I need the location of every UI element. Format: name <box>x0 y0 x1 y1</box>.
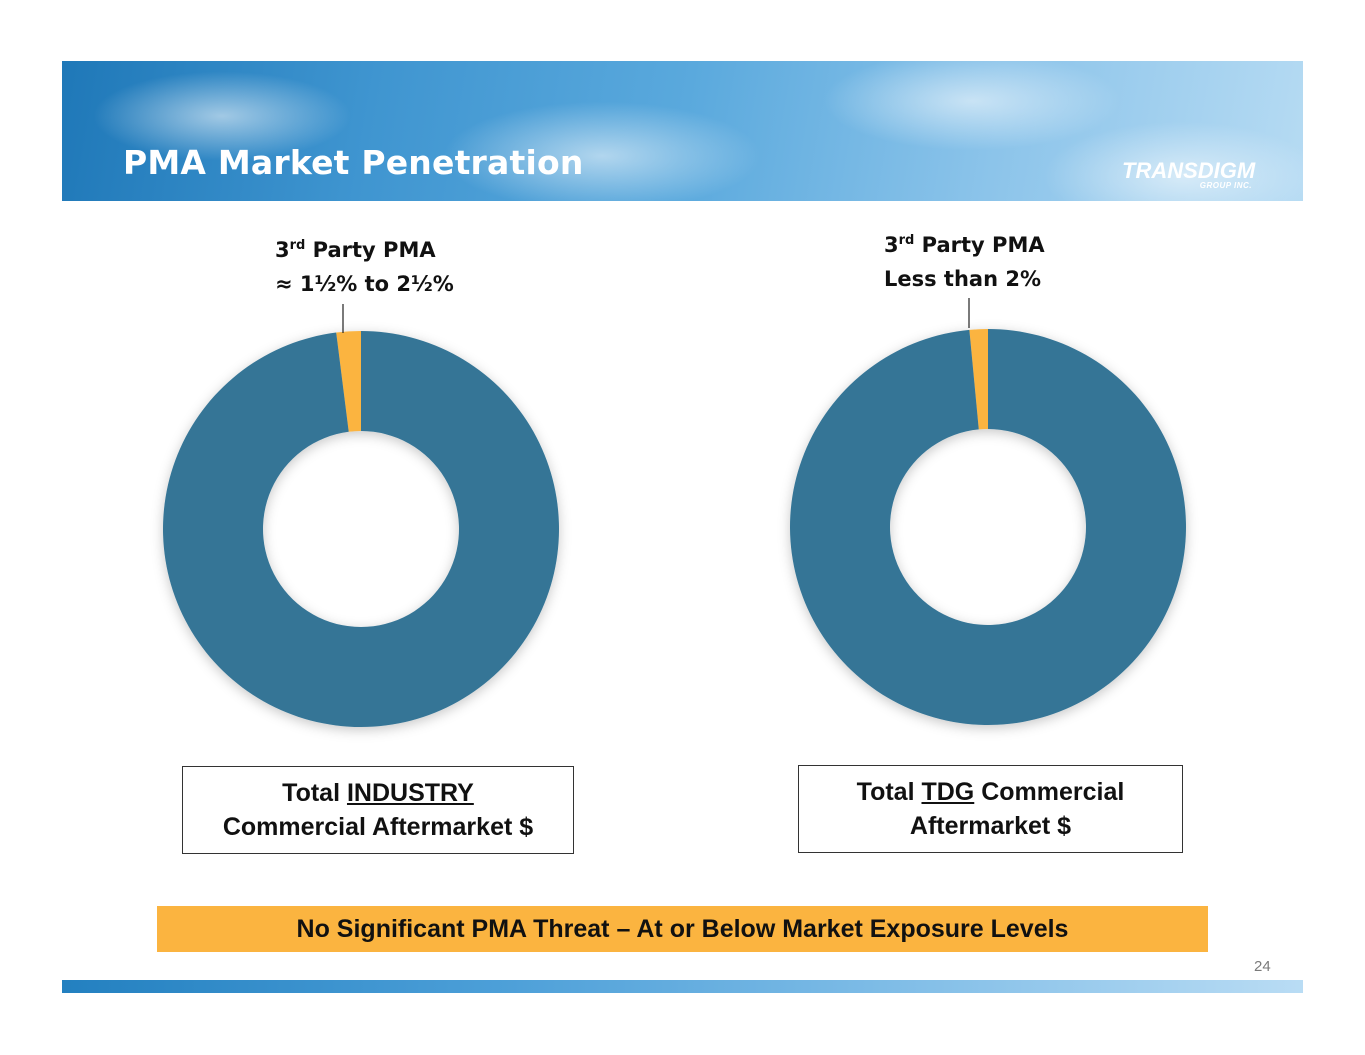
tdg-annotation-line2: Less than 2% <box>884 267 1042 291</box>
tdg-pma-annotation: 3rd Party PMA Less than 2% <box>884 228 1045 296</box>
industry-slice-3rd-party-pma <box>336 331 361 432</box>
company-logo: TRANSDIGM GROUP INC. <box>1122 158 1262 194</box>
tdg-chart-caption: Total TDG Commercial Aftermarket $ <box>798 765 1183 853</box>
industry-slice-other <box>163 331 560 728</box>
key-takeaway-banner: No Significant PMA Threat – At or Below … <box>157 906 1208 952</box>
tdg-slice-3rd-party-pma <box>969 329 988 430</box>
header-banner <box>62 61 1303 201</box>
cloud-decoration <box>822 61 1122 151</box>
industry-pma-annotation: 3rd Party PMA ≈ 1½% to 2½% <box>275 233 454 301</box>
logo-subtitle: GROUP INC. <box>1199 181 1252 190</box>
key-takeaway-text: No Significant PMA Threat – At or Below … <box>296 914 1069 943</box>
tdg-emphasis: TDG <box>921 778 975 806</box>
tdg-slice-other <box>789 329 1186 726</box>
page-number: 24 <box>1254 958 1271 975</box>
cloud-decoration <box>442 101 762 201</box>
tdg-donut-chart <box>789 329 1186 726</box>
page-title: PMA Market Penetration <box>123 143 584 182</box>
footer-band <box>62 980 1303 993</box>
industry-chart-caption: Total INDUSTRY Commercial Aftermarket $ <box>182 766 574 854</box>
industry-emphasis: INDUSTRY <box>346 779 474 807</box>
industry-annotation-line2: ≈ 1½% to 2½% <box>275 272 454 296</box>
tdg-annotation-line1: 3rd Party PMA <box>884 233 1045 257</box>
industry-annotation-line1: 3rd Party PMA <box>275 238 436 262</box>
cloud-decoration <box>92 71 352 161</box>
industry-donut-chart <box>163 331 560 728</box>
logo-wordmark: TRANSDIGM <box>1122 158 1256 183</box>
